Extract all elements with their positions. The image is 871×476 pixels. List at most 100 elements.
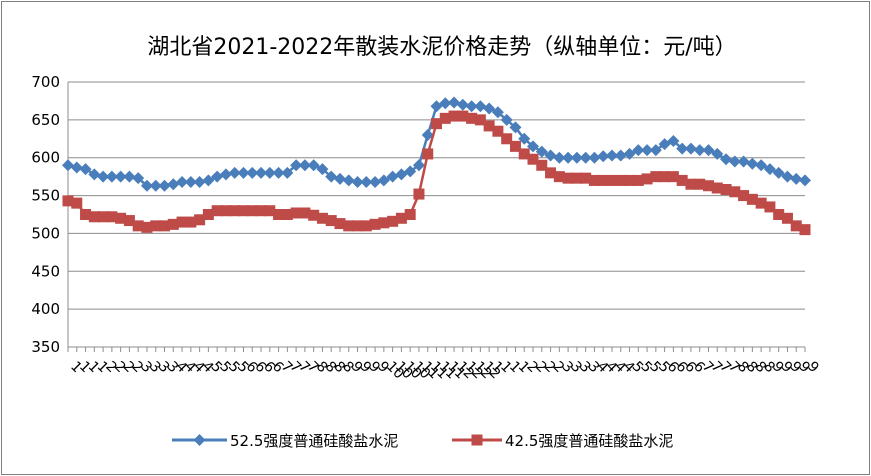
data-point <box>518 132 531 145</box>
data-point <box>325 215 337 227</box>
data-point <box>211 205 223 217</box>
data-point <box>527 140 540 153</box>
data-point <box>755 197 767 209</box>
data-point <box>79 163 92 176</box>
data-point <box>711 147 724 160</box>
y-tick-label: 500 <box>31 224 60 242</box>
data-point <box>184 175 197 188</box>
data-point <box>237 166 250 179</box>
data-point <box>377 174 390 187</box>
data-point <box>614 149 627 162</box>
data-point <box>150 220 162 232</box>
data-point <box>149 179 162 192</box>
data-point <box>290 159 303 172</box>
data-point <box>597 174 609 186</box>
data-point <box>421 129 434 141</box>
data-point <box>167 218 179 230</box>
data-point <box>491 106 504 119</box>
data-point <box>553 171 565 183</box>
data-point <box>255 205 267 217</box>
series-layer <box>62 96 811 236</box>
series-2 <box>62 110 811 236</box>
data-point <box>299 207 311 219</box>
data-point <box>553 151 566 164</box>
data-point <box>702 144 715 157</box>
data-point <box>360 175 373 188</box>
data-point <box>518 148 530 160</box>
data-point <box>799 174 811 187</box>
y-tick-label: 550 <box>31 187 60 205</box>
data-point <box>676 174 688 186</box>
data-point <box>509 140 521 152</box>
data-point <box>387 215 399 227</box>
data-point <box>527 153 539 165</box>
data-point <box>579 151 592 164</box>
data-point <box>773 209 785 220</box>
data-point <box>790 220 802 232</box>
data-point <box>105 170 118 183</box>
data-point <box>544 149 557 162</box>
data-point <box>456 98 469 111</box>
data-point <box>466 112 478 124</box>
data-point <box>772 166 785 179</box>
data-point <box>457 110 469 122</box>
data-point <box>123 215 135 227</box>
data-point <box>500 113 513 126</box>
data-point <box>799 224 811 236</box>
data-point <box>667 171 679 183</box>
data-point <box>219 168 232 181</box>
data-point <box>378 217 390 229</box>
data-point <box>606 174 618 186</box>
data-point <box>623 147 636 160</box>
chart-title: 湖北省2021-2022年散装水泥价格走势（纵轴单位：元/吨） <box>147 35 736 60</box>
data-point <box>685 178 697 190</box>
y-tick-label: 350 <box>31 338 60 356</box>
data-point <box>185 216 197 228</box>
series-line <box>67 101 806 187</box>
data-point <box>316 163 329 176</box>
series-line <box>67 114 806 231</box>
data-point <box>737 155 750 168</box>
data-point <box>228 166 241 179</box>
data-point <box>597 150 610 163</box>
data-point <box>229 205 241 217</box>
data-point <box>334 218 346 230</box>
data-point <box>202 209 214 220</box>
data-point <box>755 159 768 172</box>
data-point <box>237 205 249 217</box>
data-point <box>369 175 382 188</box>
data-point <box>71 197 83 209</box>
data-point <box>702 180 714 192</box>
data-point <box>474 114 486 126</box>
data-point <box>211 170 224 183</box>
data-point <box>483 120 495 132</box>
data-point <box>281 209 293 220</box>
data-point <box>570 151 583 164</box>
data-point <box>649 144 662 157</box>
data-point <box>132 220 144 232</box>
data-point <box>632 174 644 186</box>
data-point <box>193 434 206 446</box>
data-point <box>431 118 442 130</box>
data-point <box>720 153 733 166</box>
data-point <box>115 212 127 224</box>
data-point <box>167 178 180 191</box>
y-tick-label: 450 <box>31 262 60 280</box>
y-tick-label: 650 <box>31 111 60 129</box>
legend-label: 42.5强度普通硅酸盐水泥 <box>505 432 673 450</box>
data-point <box>728 155 741 168</box>
data-point <box>483 102 496 115</box>
data-point <box>97 211 109 223</box>
data-point <box>536 159 548 171</box>
data-point <box>404 209 416 220</box>
data-point <box>412 159 425 172</box>
data-point <box>738 190 750 202</box>
data-point <box>632 144 645 157</box>
data-point <box>641 173 653 185</box>
data-point <box>790 172 803 185</box>
data-point <box>290 207 302 219</box>
data-point <box>693 144 706 157</box>
data-point <box>422 148 434 160</box>
data-point <box>132 172 145 185</box>
